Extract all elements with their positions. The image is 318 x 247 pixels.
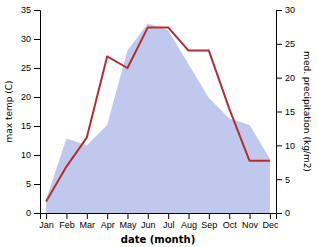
tick-label: Apr: [101, 220, 115, 230]
tick-mark: [276, 10, 282, 11]
temperature-line: [46, 27, 270, 201]
tick-mark: [34, 213, 40, 214]
tick: 5: [26, 179, 40, 189]
tick: Aug: [181, 213, 197, 230]
tick-label: 15: [285, 107, 295, 117]
tick-mark: [148, 213, 149, 219]
tick-label: May: [119, 220, 137, 230]
tick-mark: [127, 213, 128, 219]
tick: 15: [276, 107, 295, 117]
tick-mark: [276, 179, 282, 180]
plot-area: [46, 24, 270, 213]
tick-mark: [276, 112, 282, 113]
tick-label: Mar: [80, 220, 96, 230]
tick-label: Oct: [223, 220, 238, 230]
tick: 30: [276, 5, 295, 15]
axis-line: [34, 11, 41, 214]
tick-mark: [34, 126, 40, 127]
tick-label: 10: [21, 150, 31, 160]
tick-mark: [46, 213, 47, 219]
x-axis-title: date (month): [121, 234, 195, 245]
tick: 10: [21, 150, 40, 160]
tick-label: Dec: [262, 220, 279, 230]
tick-label: Aug: [181, 220, 197, 230]
tick-mark: [87, 213, 88, 219]
tick-label: Jun: [141, 220, 156, 230]
tick-mark: [276, 78, 282, 79]
tick-label: 35: [21, 5, 31, 15]
precipitation-area: [46, 24, 270, 213]
x-axis: Jan Feb Mar Apr May Jun Jul Aug Sep Oct NovDec: [39, 213, 279, 230]
tick-mark: [209, 213, 210, 219]
chart: Jan Feb Mar Apr May Jun Jul Aug Sep Oct NovDec 0 5 10…: [0, 0, 318, 247]
tick-label: Sep: [201, 220, 217, 230]
tick: May: [119, 213, 137, 230]
tick: Oct: [223, 213, 238, 230]
tick: Apr: [101, 213, 115, 230]
tick-mark: [250, 213, 251, 219]
tick-label: Jan: [39, 220, 54, 230]
tick: 0: [26, 208, 40, 218]
tick-mark: [189, 213, 190, 219]
tick: Mar: [80, 213, 96, 230]
tick-label: 5: [26, 179, 31, 189]
tick-label: 0: [285, 208, 290, 218]
tick-mark: [276, 145, 282, 146]
tick: 20: [21, 92, 40, 102]
tick-label: 30: [21, 34, 31, 44]
tick-label: Feb: [59, 220, 75, 230]
tick: 15: [21, 121, 40, 131]
tick-label: 25: [285, 39, 295, 49]
y-axis-title: max temp (C): [4, 80, 14, 142]
tick: 20: [276, 73, 295, 83]
tick: Dec: [262, 213, 279, 230]
tick-mark: [107, 213, 108, 219]
tick-mark: [276, 213, 282, 214]
tick-mark: [276, 44, 282, 45]
tick-mark: [34, 184, 40, 185]
tick-mark: [168, 213, 169, 219]
tick-label: 5: [285, 175, 290, 185]
y2-axis-title: med. precipitation (kg/m2): [302, 51, 312, 172]
tick-label: 20: [21, 92, 31, 102]
tick-mark: [34, 10, 40, 11]
tick: Sep: [201, 213, 217, 230]
tick: Nov: [242, 213, 259, 230]
axis-line: [277, 11, 283, 214]
tick: Feb: [59, 213, 75, 230]
tick: 25: [276, 39, 295, 49]
axis-line: [41, 214, 277, 220]
tick: 35: [21, 5, 40, 15]
tick-mark: [34, 155, 40, 156]
tick: 25: [21, 63, 40, 73]
tick-mark: [229, 213, 230, 219]
tick-mark: [34, 39, 40, 40]
tick: 0: [276, 208, 290, 218]
plot-root: Jan Feb Mar Apr May Jun Jul Aug Sep Oct NovDec 0 5 10…: [4, 5, 312, 245]
tick-label: 30: [285, 5, 295, 15]
y2-axis: 0 5 10 15 20 25 30: [276, 5, 295, 218]
y-axis: 0 5 10 15 20 25 30 35: [21, 5, 41, 218]
tick: 5: [276, 175, 290, 185]
tick-mark: [34, 97, 40, 98]
tick-mark: [34, 68, 40, 69]
tick: Jan: [39, 213, 54, 230]
tick-label: 25: [21, 63, 31, 73]
tick-label: 0: [26, 208, 31, 218]
tick-label: Nov: [242, 220, 259, 230]
tick-label: 20: [285, 73, 295, 83]
tick-mark: [66, 213, 67, 219]
tick: 10: [276, 141, 295, 151]
tick-label: 10: [285, 141, 295, 151]
tick: Jun: [141, 213, 156, 230]
tick: Jul: [163, 213, 175, 230]
tick-label: 15: [21, 121, 31, 131]
tick-mark: [270, 213, 271, 219]
tick: 30: [21, 34, 40, 44]
tick-label: Jul: [163, 220, 175, 230]
